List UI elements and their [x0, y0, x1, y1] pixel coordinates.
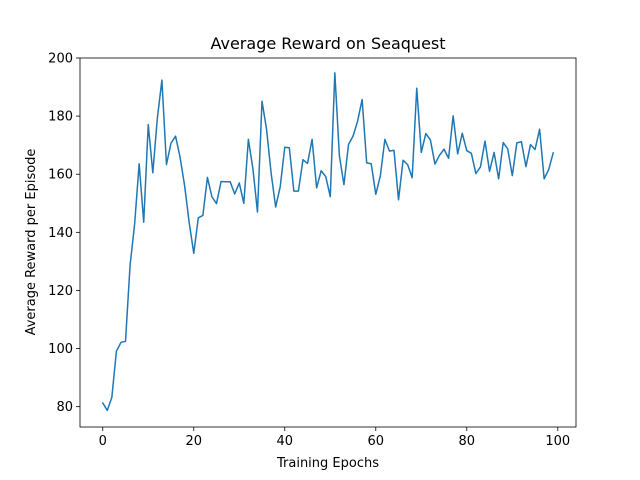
- x-tick-label: 40: [276, 434, 293, 449]
- plot-area: [102, 72, 554, 412]
- x-tick-label: 0: [99, 434, 107, 449]
- axes-frame: [79, 57, 577, 428]
- axis-ticks: 0 20 40 60 80 100 80 100 120 140 160 180 200: [48, 52, 570, 450]
- y-tick-label: 180: [48, 110, 73, 125]
- x-tick-label: 60: [368, 434, 385, 449]
- series-line: [102, 72, 554, 412]
- x-tick-label: 20: [185, 434, 202, 449]
- x-axis-label: Training Epochs: [276, 456, 379, 471]
- y-tick-label: 120: [48, 284, 73, 299]
- y-tick-label: 140: [48, 226, 73, 241]
- x-tick-label: 80: [459, 434, 476, 449]
- y-tick-label: 200: [48, 52, 73, 67]
- y-axis-label: Average Reward per Episode: [24, 149, 39, 336]
- x-tick-label: 100: [545, 434, 570, 449]
- y-tick-label: 80: [56, 400, 73, 415]
- y-tick-label: 160: [48, 168, 73, 183]
- y-tick-label: 100: [48, 342, 73, 357]
- chart-title: Average Reward on Seaquest: [210, 34, 445, 53]
